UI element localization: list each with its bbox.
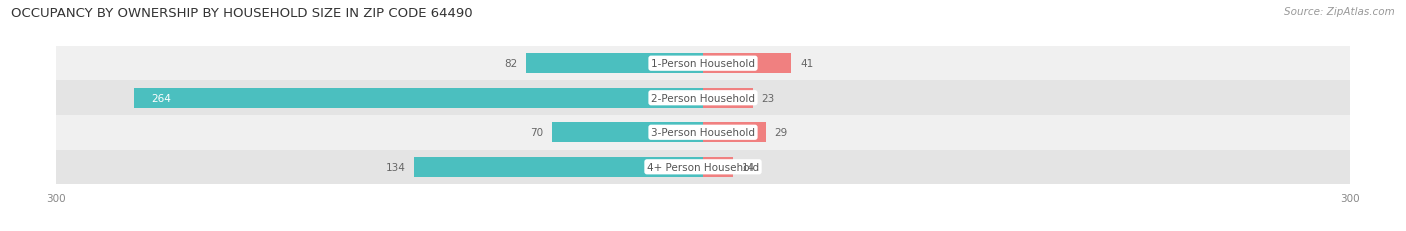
- Bar: [134, 88, 703, 108]
- Text: 82: 82: [505, 59, 517, 69]
- Bar: [56, 81, 1350, 116]
- Text: 3-Person Household: 3-Person Household: [651, 128, 755, 138]
- Bar: [703, 157, 733, 177]
- Text: Source: ZipAtlas.com: Source: ZipAtlas.com: [1284, 7, 1395, 17]
- Text: OCCUPANCY BY OWNERSHIP BY HOUSEHOLD SIZE IN ZIP CODE 64490: OCCUPANCY BY OWNERSHIP BY HOUSEHOLD SIZE…: [11, 7, 472, 20]
- Bar: [703, 88, 752, 108]
- Text: 23: 23: [761, 93, 775, 103]
- Text: 1-Person Household: 1-Person Household: [651, 59, 755, 69]
- Text: 264: 264: [150, 93, 172, 103]
- Bar: [56, 116, 1350, 150]
- Text: 29: 29: [775, 128, 787, 138]
- Bar: [56, 150, 1350, 184]
- Bar: [553, 123, 703, 143]
- Text: 134: 134: [385, 162, 405, 172]
- Text: 2-Person Household: 2-Person Household: [651, 93, 755, 103]
- Text: 70: 70: [530, 128, 544, 138]
- Bar: [703, 54, 792, 74]
- Bar: [703, 123, 765, 143]
- Bar: [415, 157, 703, 177]
- Bar: [526, 54, 703, 74]
- Text: 14: 14: [742, 162, 755, 172]
- Text: 4+ Person Household: 4+ Person Household: [647, 162, 759, 172]
- Bar: [56, 47, 1350, 81]
- Text: 41: 41: [800, 59, 813, 69]
